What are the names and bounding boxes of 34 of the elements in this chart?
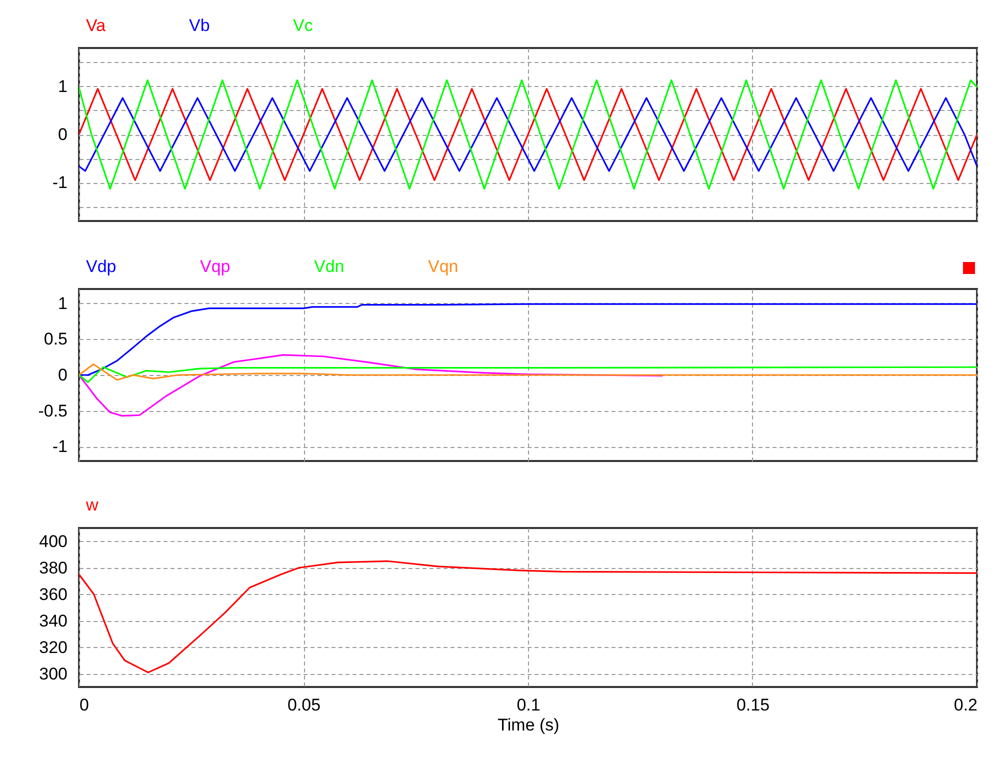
line-series	[79, 560, 977, 674]
y-tick-label: 400	[39, 532, 68, 551]
line-series	[79, 97, 977, 172]
line-series	[79, 366, 977, 383]
y-tick-label: 1	[58, 76, 68, 96]
y-tick-label: 0	[58, 125, 68, 144]
y-tick-label: 320	[39, 638, 68, 657]
text: Vdn	[314, 256, 344, 276]
y-tick-label: 360	[39, 584, 68, 604]
x-tick-label: 0.15	[736, 696, 770, 714]
line-series	[79, 363, 977, 381]
text: Vc	[293, 16, 314, 35]
y-tick-label: -1	[52, 437, 68, 456]
text: Vqn	[428, 256, 458, 276]
text: Vdp	[86, 256, 116, 276]
text: w	[85, 496, 99, 514]
line-series	[79, 79, 977, 190]
x-tick-label: 0.2	[954, 696, 978, 714]
x-tick-label: 0.05	[287, 696, 321, 714]
y-tick-label: -0.5	[38, 401, 68, 420]
text: Va	[86, 16, 106, 35]
y-tick-label: 1	[58, 294, 68, 313]
x-tick-label: 0.1	[516, 696, 540, 714]
y-tick-label: 0	[58, 366, 68, 384]
x-axis-title: Time (s)	[498, 716, 560, 734]
line-series	[79, 303, 977, 376]
x-tick-label: 0	[80, 696, 89, 714]
y-tick-label: -1	[52, 173, 68, 192]
y-tick-label: 0.5	[44, 330, 68, 349]
y-tick-label: 380	[39, 558, 68, 578]
y-tick-label: 340	[39, 611, 68, 630]
text: Vb	[189, 16, 210, 35]
y-tick-label: 300	[39, 664, 68, 684]
text: Vqp	[200, 256, 230, 276]
